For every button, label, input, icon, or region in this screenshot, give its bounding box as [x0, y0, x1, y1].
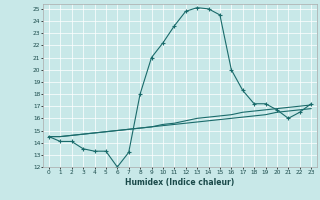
X-axis label: Humidex (Indice chaleur): Humidex (Indice chaleur)	[125, 178, 235, 187]
